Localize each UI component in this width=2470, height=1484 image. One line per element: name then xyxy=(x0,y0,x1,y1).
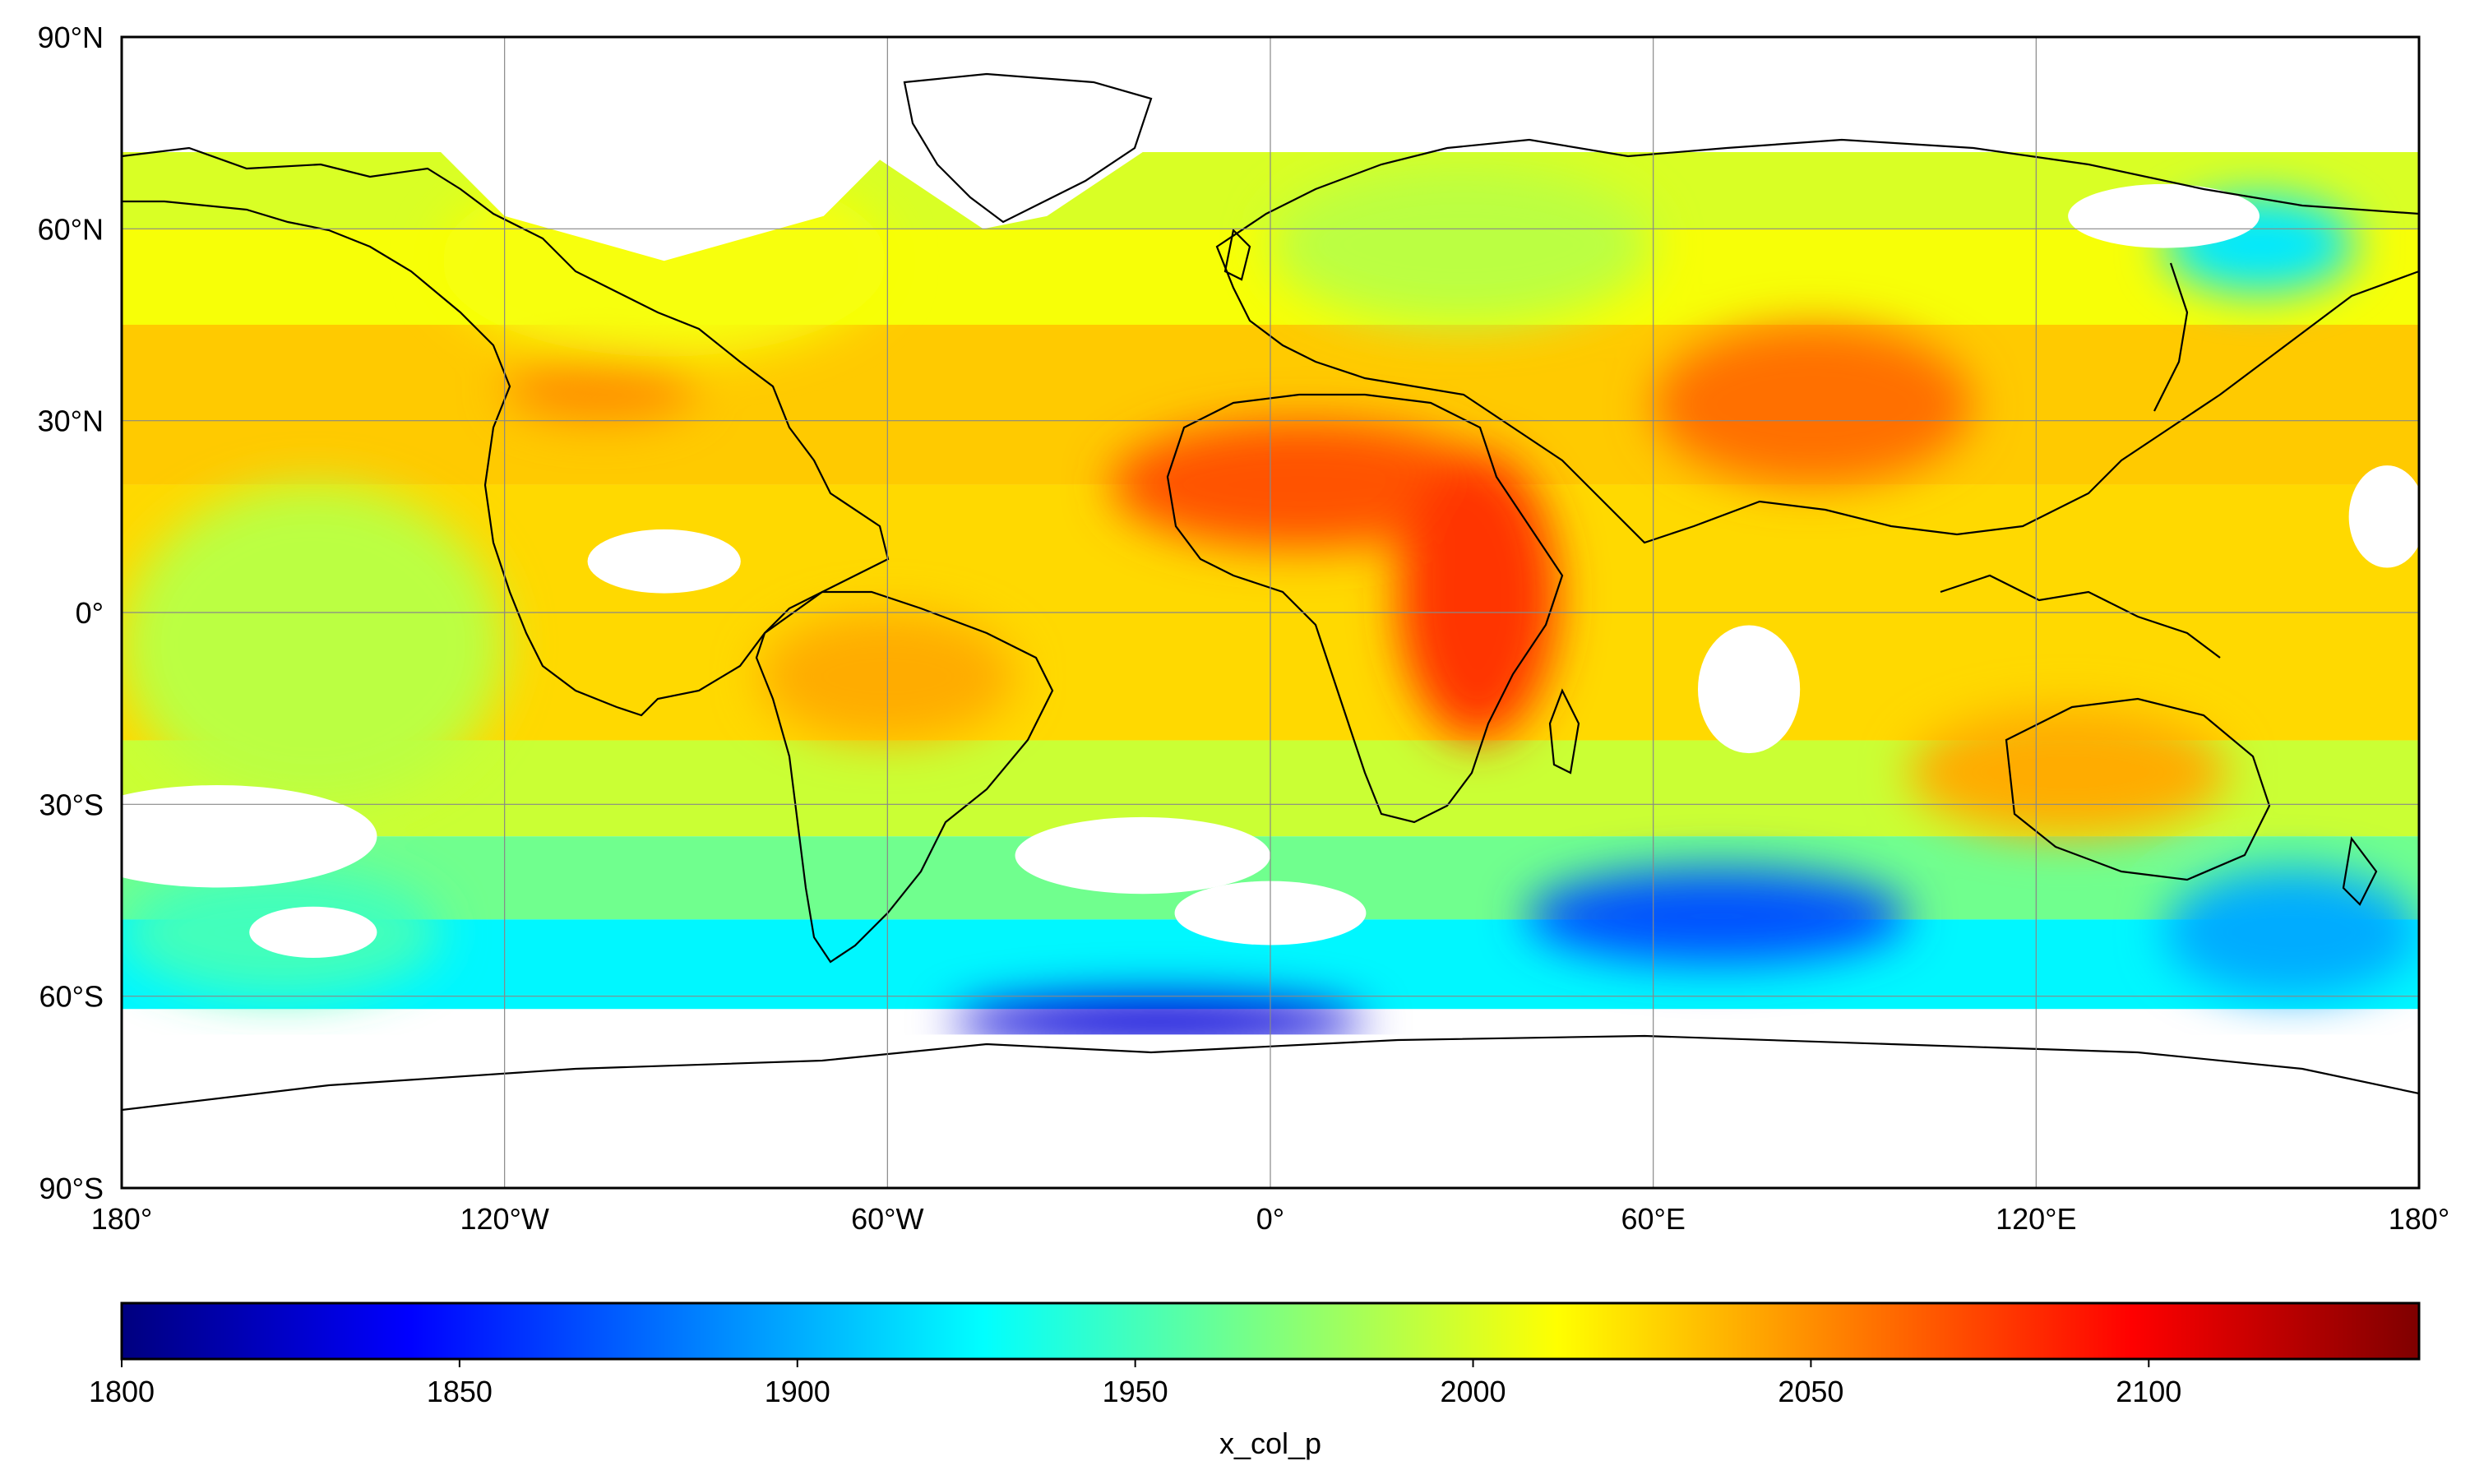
colorbar-tick-label: 2050 xyxy=(1778,1375,1843,1408)
no-data-gap-7 xyxy=(1697,625,1801,754)
colorbar-tick-label: 2000 xyxy=(1440,1375,1506,1408)
data-region-12 xyxy=(1270,164,1654,325)
colorbar-ticks: 1800 1850 1900 1950 2000 2050 2100 xyxy=(89,1359,2181,1408)
latitude-labels: 90°N 60°N 30°N 0° 30°S 60°S 90°S xyxy=(38,21,104,1205)
lon-tick-label: 0° xyxy=(1256,1202,1284,1236)
coast-eurasia xyxy=(1215,138,2419,544)
longitude-labels: 180° 120°W 60°W 0° 60°E 120°E 180° xyxy=(91,1202,2449,1236)
no-data-gap-10 xyxy=(249,906,377,958)
lon-tick-label: 60°E xyxy=(1621,1202,1685,1236)
lat-tick-label: 60°N xyxy=(38,212,104,246)
coast-new-zealand xyxy=(2342,836,2378,906)
lon-tick-label: 180° xyxy=(2389,1202,2449,1236)
coast-greenland xyxy=(903,72,1153,224)
coast-maritime-se-asia xyxy=(1940,574,2221,659)
no-data-gap-6 xyxy=(1015,816,1271,895)
coast-japan xyxy=(2153,262,2189,412)
coastlines xyxy=(122,72,2419,1112)
data-region-1 xyxy=(1398,452,1558,741)
data-region-7 xyxy=(1525,868,1909,964)
coast-uk xyxy=(1223,228,1251,281)
lon-tick-label: 120°E xyxy=(1996,1202,2076,1236)
lat-tick-label: 30°N xyxy=(38,405,104,438)
no-data-gap-9 xyxy=(2068,183,2260,248)
colorbar-tick-label: 2100 xyxy=(2116,1375,2181,1408)
data-region-8 xyxy=(2163,868,2419,996)
data-region-10 xyxy=(122,484,505,805)
colorbar-tick-label: 1900 xyxy=(765,1375,830,1408)
data-region-0 xyxy=(1110,420,1494,549)
no-data-gap-3 xyxy=(441,152,888,261)
lat-tick-label: 30°S xyxy=(39,788,104,821)
data-region-5 xyxy=(1908,708,2228,837)
colorbar-tick-label: 1850 xyxy=(427,1375,493,1408)
no-data-gap-11 xyxy=(2348,465,2419,568)
lon-tick-label: 60°W xyxy=(851,1202,923,1236)
coast-africa xyxy=(1166,393,1564,824)
coast-south-america xyxy=(755,590,1054,964)
colorbar-tick-label: 1950 xyxy=(1103,1375,1168,1408)
gridlines xyxy=(122,37,2419,1188)
coast-madagascar xyxy=(1548,688,1580,774)
colorbar-title: x_col_p xyxy=(1219,1426,1321,1460)
coast-australia xyxy=(2005,697,2271,881)
coast-antarctica xyxy=(122,1034,2419,1112)
lat-tick-label: 60°S xyxy=(39,980,104,1014)
colorbar xyxy=(120,1301,2421,1361)
no-data-gap-4 xyxy=(122,785,377,888)
map-frame xyxy=(120,35,2421,1190)
lat-tick-label: 90°N xyxy=(38,21,104,54)
no-data-gap-5 xyxy=(587,529,741,594)
lon-tick-label: 120°W xyxy=(460,1202,548,1236)
lat-tick-label: 0° xyxy=(76,596,104,630)
data-region-2 xyxy=(1653,325,1973,485)
lat-tick-label: 90°S xyxy=(39,1172,104,1205)
colorbar-tick-label: 1800 xyxy=(89,1375,155,1408)
data-regions xyxy=(122,164,2419,1047)
data-region-3 xyxy=(504,356,696,421)
lon-tick-label: 180° xyxy=(91,1202,152,1236)
